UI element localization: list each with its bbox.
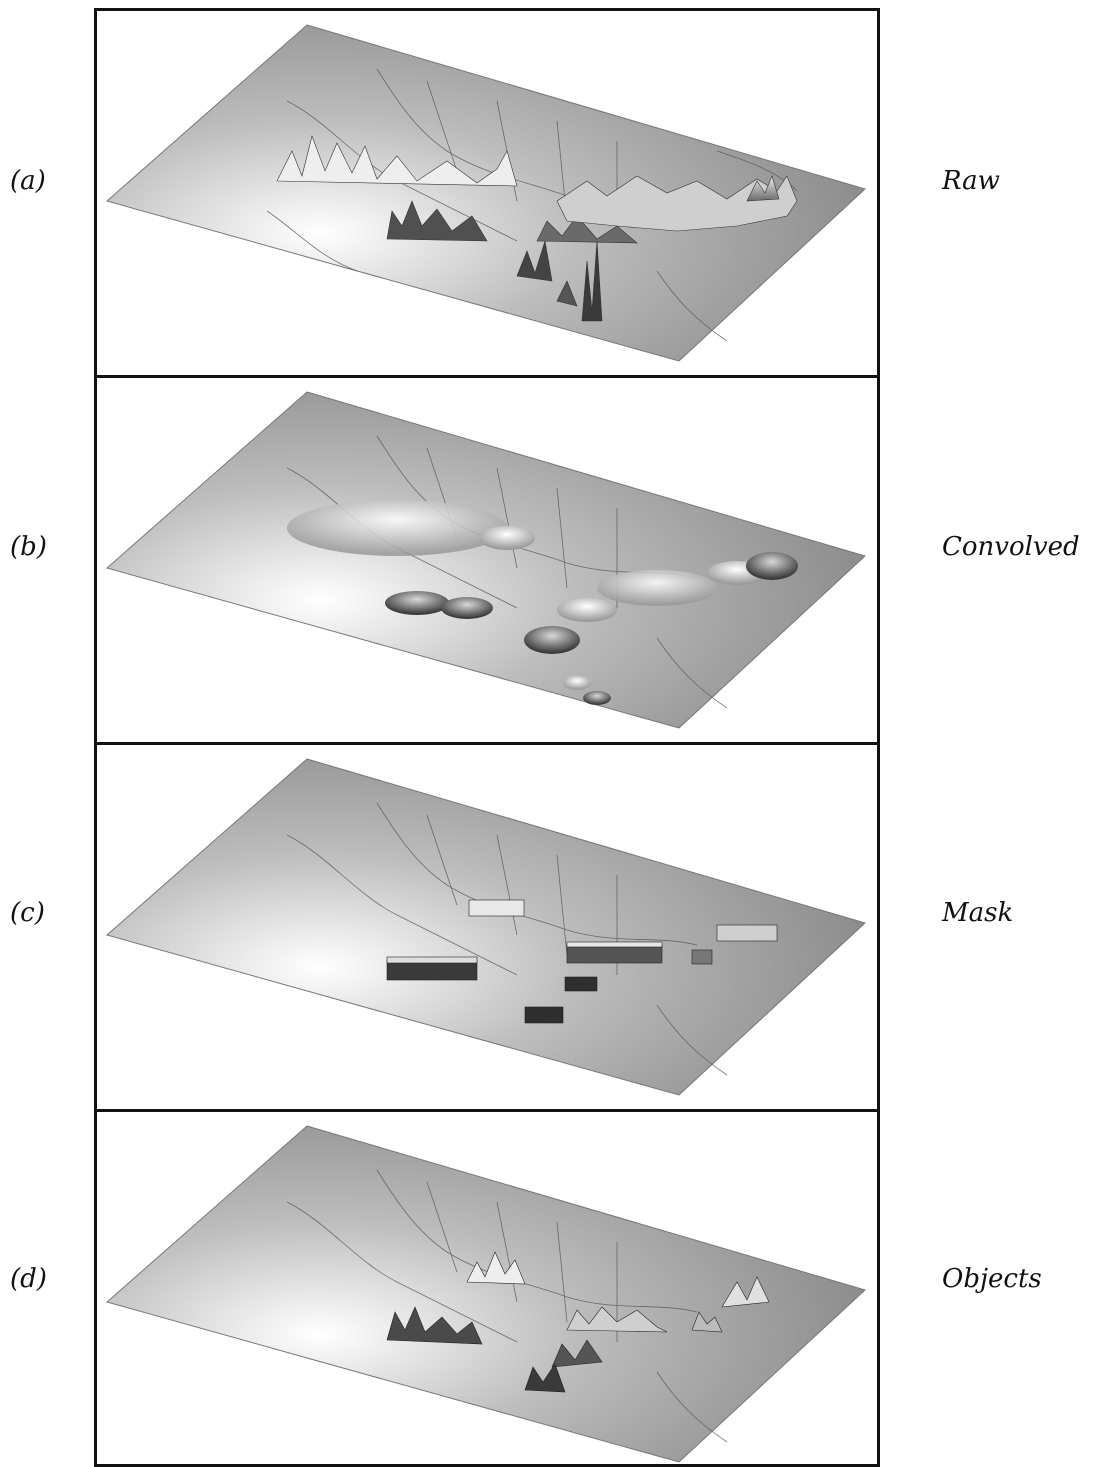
panel-convolved [94, 375, 880, 745]
surface-plot-convolved [105, 391, 866, 729]
map-plane [105, 24, 866, 362]
panel-raw [94, 8, 880, 378]
surface-plot-mask [105, 758, 866, 1096]
precip-peaks [276, 134, 798, 322]
panel-mask [94, 742, 880, 1112]
map-plane [105, 391, 866, 729]
method-label-mask: Mask [942, 898, 1014, 928]
panel-label-a: (a) [10, 166, 46, 196]
map-plane [105, 1125, 866, 1463]
method-label-objects: Objects [942, 1264, 1042, 1294]
map-plane [105, 758, 866, 1096]
method-label-raw: Raw [942, 166, 1000, 196]
panel-label-b: (b) [10, 532, 47, 562]
panel-label-d: (d) [10, 1264, 47, 1294]
object-peaks [386, 1251, 770, 1393]
panel-objects [94, 1109, 880, 1467]
method-label-convolved: Convolved [942, 532, 1080, 562]
surface-plot-objects [105, 1125, 866, 1463]
surface-plot-raw [105, 24, 866, 362]
smoothed-field [287, 500, 798, 705]
panel-label-c: (c) [10, 898, 45, 928]
mask-blocks [386, 899, 778, 1024]
